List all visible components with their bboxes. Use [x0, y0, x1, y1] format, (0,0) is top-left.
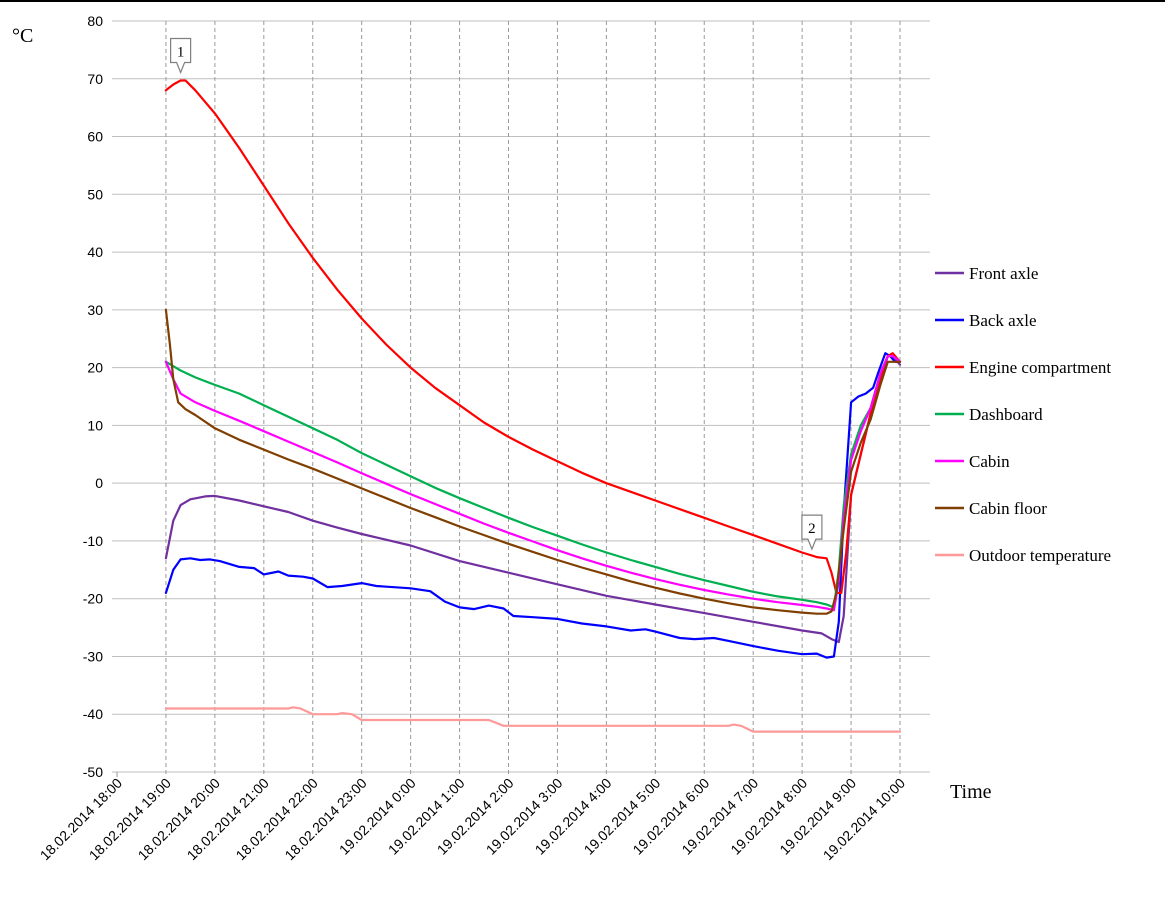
x-tick-label: 18.02.2014 20:00 [135, 775, 224, 864]
y-tick-label: 50 [87, 186, 103, 202]
y-tick-labels: 80 70 60 50 40 30 20 10 0 -10 -20 -30 -40 -50 [83, 13, 103, 780]
x-tick-label: 18.02.2014 19:00 [86, 775, 175, 864]
callout-label: 1 [177, 45, 185, 61]
y-tick-label: -50 [83, 764, 103, 780]
y-tick-label: 60 [87, 129, 103, 145]
y-tick-label: -10 [83, 533, 103, 549]
y-tick-label: 70 [87, 71, 103, 87]
y-tick-label: 80 [87, 13, 103, 29]
callout-label: 2 [808, 521, 816, 537]
series-lines [164, 79, 902, 733]
callouts: 12 [170, 37, 823, 551]
x-tick-label: 18.02.2014 18:00 [37, 775, 126, 864]
x-axis-label: Time [950, 781, 992, 803]
x-tick-label: 18.02.2014 23:00 [281, 775, 370, 864]
legend: Front axle Back axle Engine compartment Das… [935, 264, 1111, 565]
x-tick-label: 18.02.2014 22:00 [232, 775, 321, 864]
legend-entry: Back axle [969, 311, 1037, 330]
legend-entry: Dashboard [969, 405, 1043, 424]
series-line [164, 706, 902, 733]
y-tick-label: 40 [87, 244, 103, 260]
legend-entry: Front axle [969, 264, 1038, 283]
y-tick-label: 20 [87, 360, 103, 376]
y-tick-label: 30 [87, 302, 103, 318]
top-border [0, 0, 1165, 2]
legend-entry: Cabin [969, 452, 1010, 471]
y-tick-label: -40 [83, 706, 103, 722]
grid [112, 20, 930, 777]
legend-entry: Outdoor temperature [969, 546, 1111, 565]
y-axis-label: °C [12, 25, 33, 47]
callout-box [801, 514, 823, 551]
y-tick-label: -20 [83, 591, 103, 607]
legend-entry: Cabin floor [969, 499, 1047, 518]
x-tick-label: 19.02.2014 10:00 [820, 775, 909, 864]
y-tick-label: -30 [83, 648, 103, 664]
series-line [164, 355, 902, 612]
legend-entry: Engine compartment [969, 358, 1111, 377]
y-tick-label: 10 [87, 417, 103, 433]
y-tick-label: 0 [95, 475, 103, 491]
callout-box [170, 37, 192, 75]
series-line [164, 308, 902, 615]
x-tick-label: 18.02.2014 21:00 [184, 775, 273, 864]
series-line [164, 355, 902, 609]
series-line [164, 79, 902, 594]
